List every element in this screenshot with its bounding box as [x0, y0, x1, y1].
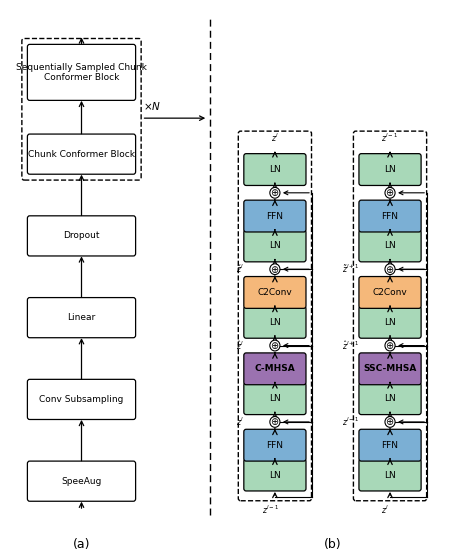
- Text: $\tilde{z}^{l+1}$: $\tilde{z}^{l+1}$: [342, 263, 359, 275]
- Text: Sequentially Sampled Chunk
Conformer Block: Sequentially Sampled Chunk Conformer Blo…: [16, 63, 147, 82]
- FancyBboxPatch shape: [244, 230, 306, 262]
- Text: C2Conv: C2Conv: [373, 288, 407, 297]
- Circle shape: [270, 416, 280, 428]
- FancyBboxPatch shape: [359, 230, 421, 262]
- Text: SpeeAug: SpeeAug: [61, 476, 101, 486]
- Text: Conv Subsampling: Conv Subsampling: [39, 395, 124, 404]
- FancyBboxPatch shape: [244, 200, 306, 232]
- FancyBboxPatch shape: [244, 429, 306, 461]
- Text: LN: LN: [384, 318, 396, 327]
- Text: C-MHSA: C-MHSA: [254, 364, 295, 373]
- Text: $\tilde{z}^{l}$: $\tilde{z}^{l}$: [236, 263, 244, 275]
- FancyBboxPatch shape: [27, 379, 135, 419]
- Text: FFN: FFN: [266, 212, 283, 221]
- Text: Linear: Linear: [67, 313, 96, 322]
- Text: FFN: FFN: [381, 441, 398, 450]
- Text: $\times N$: $\times N$: [143, 100, 160, 112]
- Text: $z^{l-1}$: $z^{l-1}$: [342, 416, 359, 428]
- Text: $\hat{z}^{l}$: $\hat{z}^{l}$: [236, 339, 244, 352]
- Text: $\hat{z}^{l+1}$: $\hat{z}^{l+1}$: [342, 339, 359, 352]
- FancyBboxPatch shape: [359, 200, 421, 232]
- FancyBboxPatch shape: [27, 461, 135, 502]
- Text: LN: LN: [384, 394, 396, 403]
- FancyBboxPatch shape: [359, 276, 421, 309]
- Circle shape: [270, 340, 280, 351]
- Circle shape: [385, 416, 395, 428]
- Text: FFN: FFN: [266, 441, 283, 450]
- FancyBboxPatch shape: [359, 153, 421, 186]
- FancyBboxPatch shape: [244, 353, 306, 385]
- Text: $\oplus$: $\oplus$: [270, 187, 279, 198]
- Text: Dropout: Dropout: [63, 231, 100, 240]
- Text: $z^{l}$: $z^{l}$: [271, 131, 279, 144]
- Text: $\oplus$: $\oplus$: [386, 264, 395, 275]
- Text: $\oplus$: $\oplus$: [270, 416, 279, 428]
- Text: $\oplus$: $\oplus$: [270, 340, 279, 351]
- Text: LN: LN: [269, 470, 281, 480]
- Circle shape: [385, 187, 395, 198]
- FancyBboxPatch shape: [244, 153, 306, 186]
- FancyBboxPatch shape: [359, 459, 421, 491]
- Text: LN: LN: [384, 470, 396, 480]
- FancyBboxPatch shape: [27, 44, 135, 101]
- Text: LN: LN: [269, 165, 281, 174]
- FancyBboxPatch shape: [244, 459, 306, 491]
- Text: LN: LN: [384, 241, 396, 250]
- Text: LN: LN: [384, 165, 396, 174]
- FancyBboxPatch shape: [244, 276, 306, 309]
- Text: (a): (a): [73, 538, 90, 552]
- FancyBboxPatch shape: [27, 134, 135, 174]
- Text: $\oplus$: $\oplus$: [270, 264, 279, 275]
- Text: $\oplus$: $\oplus$: [386, 187, 395, 198]
- Text: $z^{l-1}$: $z^{l-1}$: [261, 503, 279, 515]
- FancyBboxPatch shape: [359, 383, 421, 415]
- Text: SSC-MHSA: SSC-MHSA: [363, 364, 417, 373]
- FancyBboxPatch shape: [359, 353, 421, 385]
- Circle shape: [385, 340, 395, 351]
- FancyBboxPatch shape: [359, 429, 421, 461]
- FancyBboxPatch shape: [27, 216, 135, 256]
- FancyBboxPatch shape: [244, 306, 306, 338]
- Text: LN: LN: [269, 318, 281, 327]
- Circle shape: [270, 187, 280, 198]
- FancyBboxPatch shape: [359, 306, 421, 338]
- Text: $\oplus$: $\oplus$: [386, 340, 395, 351]
- FancyBboxPatch shape: [244, 383, 306, 415]
- Text: FFN: FFN: [381, 212, 398, 221]
- Text: $z^{l}$: $z^{l}$: [381, 503, 389, 515]
- Text: C2Conv: C2Conv: [258, 288, 292, 297]
- Text: $z^{l-1}$: $z^{l-1}$: [381, 131, 399, 144]
- Text: LN: LN: [269, 394, 281, 403]
- Text: $z^{l}$: $z^{l}$: [236, 416, 244, 428]
- Text: (b): (b): [324, 538, 341, 552]
- FancyBboxPatch shape: [27, 297, 135, 337]
- Text: LN: LN: [269, 241, 281, 250]
- Text: Chunk Conformer Block: Chunk Conformer Block: [28, 150, 135, 158]
- Text: $\oplus$: $\oplus$: [386, 416, 395, 428]
- Circle shape: [270, 264, 280, 275]
- Circle shape: [385, 264, 395, 275]
